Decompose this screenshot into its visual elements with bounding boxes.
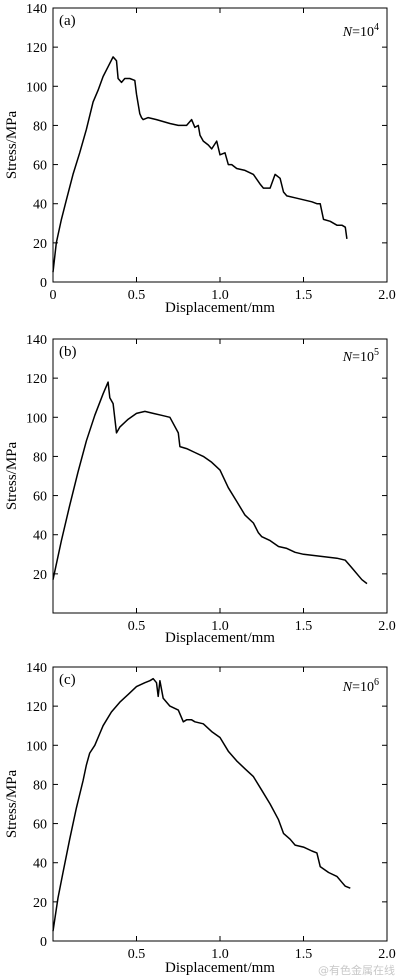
x-tick-label: 1.0 [211,288,229,303]
x-tick-label: 1.0 [211,619,229,634]
x-axis-title: Displacement/mm [165,960,275,976]
y-tick-label: 20 [33,896,47,911]
x-tick-label: 1.0 [211,947,229,962]
annotation-equals: =10 [352,350,374,365]
y-tick-label: 140 [26,661,47,676]
y-tick-label: 40 [33,529,47,544]
watermark: @有色金属在线 [318,963,395,977]
x-tick-label: 1.5 [295,619,313,634]
origin-label: 0 [40,935,47,950]
x-tick-label: 2.0 [378,288,396,303]
plot-frame [52,338,388,614]
x-tick-label: 1.5 [295,288,313,303]
y-tick-label: 120 [26,700,47,715]
stress-displacement-curve [52,56,348,273]
annotation-equals: =10 [352,680,374,695]
x-tick-label: 0.5 [128,288,146,303]
y-tick-label: 80 [33,778,47,793]
y-tick-label: 60 [33,818,47,833]
annotation-equals: =10 [352,25,374,40]
panel-label: (b) [59,344,77,360]
y-tick-label: 20 [33,568,47,583]
cycle-count-annotation: N=105 [342,347,379,365]
y-tick-label: 140 [26,333,47,348]
x-tick-label: 0.5 [128,947,146,962]
x-axis-title: Displacement/mm [165,630,275,646]
y-axis-title: Stress/MPa [4,441,20,510]
annotation-exponent: 6 [374,677,379,688]
y-tick-label: 40 [33,198,47,213]
chart-panel-3: 0.5 1.0 1.5 2.0 20 40 60 80 100 120 140 0 Displaceme… [4,661,396,976]
y-tick-label: 120 [26,372,47,387]
annotation-variable: N [342,350,353,365]
plot-frame [52,666,388,942]
panel-label: (a) [59,13,76,29]
y-tick-label: 60 [33,159,47,174]
y-tick-label: 60 [33,490,47,505]
y-tick-label: 80 [33,450,47,465]
cycle-count-annotation: N=106 [342,677,379,695]
plot-frame [52,7,388,283]
x-tick-label: 2.0 [378,947,396,962]
panel-label: (c) [59,672,76,688]
y-tick-label: 40 [33,857,47,872]
origin-label: 0 [40,276,47,291]
chart-panel-2: 0.5 1.0 1.5 2.0 20 40 60 80 100 120 140 Displacemen… [4,333,396,646]
annotation-variable: N [342,680,353,695]
cycle-count-annotation: N=104 [342,22,379,40]
y-axis-title: Stress/MPa [4,110,20,179]
stress-displacement-curve [52,381,368,585]
y-tick-label: 20 [33,237,47,252]
x-tick-label: 0 [50,288,57,303]
annotation-variable: N [342,25,353,40]
y-tick-label: 100 [26,411,47,426]
stress-displacement-curve [52,677,351,932]
x-tick-label: 2.0 [378,619,396,634]
y-tick-label: 120 [26,41,47,56]
y-axis-title: Stress/MPa [4,769,20,838]
x-tick-label: 0.5 [128,619,146,634]
annotation-exponent: 4 [374,22,379,33]
y-tick-label: 100 [26,80,47,95]
x-tick-label: 1.5 [295,947,313,962]
x-axis-title: Displacement/mm [165,300,275,316]
y-tick-label: 100 [26,739,47,754]
annotation-exponent: 5 [374,347,379,358]
y-tick-label: 140 [26,2,47,17]
chart-panel-1: 0 0.5 1.0 1.5 2.0 20 40 60 80 100 120 140 0 Displacem… [4,2,396,316]
y-tick-label: 80 [33,119,47,134]
